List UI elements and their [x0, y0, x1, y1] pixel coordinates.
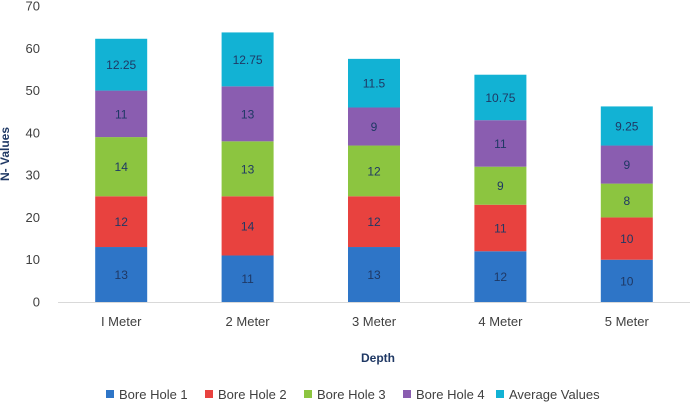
- data-label: 11: [241, 272, 254, 286]
- bar-segment: [600, 145, 653, 184]
- bar-segment: [221, 86, 274, 142]
- legend-item: Bore Hole 4: [403, 387, 485, 402]
- data-label: 9: [497, 179, 504, 193]
- data-label: 13: [367, 268, 381, 282]
- data-label: 9: [371, 120, 378, 134]
- bar-segment: [95, 38, 148, 91]
- data-label: 13: [241, 162, 255, 176]
- legend-label: Bore Hole 4: [416, 387, 485, 402]
- x-axis: I Meter 2 Meter 3 Meter 4 Meter 5 Meter: [58, 302, 690, 329]
- data-label: 11: [115, 107, 128, 121]
- x-tick-label: 2 Meter: [226, 314, 271, 329]
- y-axis-title: N- Values: [0, 127, 12, 181]
- bar-segment: [474, 166, 527, 205]
- x-tick-label: 3 Meter: [352, 314, 397, 329]
- bar-segment: [348, 247, 400, 302]
- legend-label: Bore Hole 3: [317, 387, 386, 402]
- bar-segment: [348, 58, 400, 108]
- legend-swatch: [304, 390, 312, 398]
- bar-segment: [348, 196, 400, 248]
- legend-item: Bore Hole 3: [304, 387, 386, 402]
- data-label: 11: [494, 222, 507, 236]
- bar-segment: [600, 183, 653, 218]
- data-label: 12: [494, 270, 508, 284]
- bar-segment: [221, 141, 274, 197]
- y-tick-label: 40: [26, 125, 40, 140]
- data-label: 10: [620, 274, 634, 288]
- bar-segment: [221, 255, 274, 302]
- legend-label: Bore Hole 2: [218, 387, 287, 402]
- legend-item: Bore Hole 2: [205, 387, 287, 402]
- bar-segment: [474, 251, 527, 302]
- bar-segment: [474, 74, 527, 121]
- bar-segment: [474, 204, 527, 252]
- data-label: 9: [623, 158, 630, 172]
- bar-segment: [221, 196, 274, 256]
- data-label: 10: [620, 232, 634, 246]
- x-tick-label: 5 Meter: [605, 314, 650, 329]
- bar-segment: [600, 217, 653, 260]
- data-label: 12.25: [106, 58, 136, 72]
- x-tick-label: 4 Meter: [478, 314, 523, 329]
- y-axis: 0 10 20 30 40 50 60 70: [26, 0, 40, 310]
- bar-segment: [348, 107, 400, 146]
- y-tick-label: 50: [26, 83, 40, 98]
- data-label: 11.5: [363, 77, 386, 91]
- bar-segment: [600, 259, 653, 302]
- data-label: 12: [367, 164, 381, 178]
- legend-item: Average Values: [496, 387, 600, 402]
- y-tick-label: 20: [26, 210, 40, 225]
- bar-segment: [95, 90, 148, 138]
- legend-label: Average Values: [509, 387, 600, 402]
- bars: 13 12 14 11 12.25 11 14 13 13 12.75 13 12 12 9 11.5 12 1…: [95, 32, 653, 302]
- legend-item: Bore Hole 1: [106, 387, 188, 402]
- data-label: 14: [115, 160, 129, 174]
- legend-swatch: [205, 390, 213, 398]
- data-label: 14: [241, 219, 255, 233]
- data-label: 9.25: [615, 119, 639, 133]
- x-axis-title: Depth: [361, 351, 395, 365]
- bar-segment: [95, 247, 148, 302]
- y-tick-label: 60: [26, 41, 40, 56]
- y-tick-label: 70: [26, 0, 40, 14]
- legend-swatch: [403, 390, 411, 398]
- data-label: 13: [115, 268, 129, 282]
- data-label: 10.75: [485, 91, 515, 105]
- legend-label: Bore Hole 1: [119, 387, 188, 402]
- bar-segment: [221, 32, 274, 87]
- data-label: 12.75: [233, 53, 263, 67]
- y-tick-label: 0: [33, 295, 40, 310]
- legend: Bore Hole 1 Bore Hole 2 Bore Hole 3 Bore Ho…: [106, 387, 600, 402]
- bar-segment: [348, 145, 400, 197]
- bar-segment: [95, 137, 148, 197]
- bar-segment: [95, 196, 148, 248]
- data-label: 13: [241, 107, 255, 121]
- data-label: 12: [367, 215, 381, 229]
- legend-swatch: [106, 390, 114, 398]
- data-label: 11: [494, 137, 507, 151]
- legend-swatch: [496, 390, 504, 398]
- data-label: 12: [115, 215, 129, 229]
- bar-segment: [474, 120, 527, 167]
- bar-segment: [600, 106, 653, 146]
- y-tick-label: 30: [26, 168, 40, 183]
- y-tick-label: 10: [26, 252, 40, 267]
- data-label: 8: [623, 194, 630, 208]
- x-tick-label: I Meter: [101, 314, 142, 329]
